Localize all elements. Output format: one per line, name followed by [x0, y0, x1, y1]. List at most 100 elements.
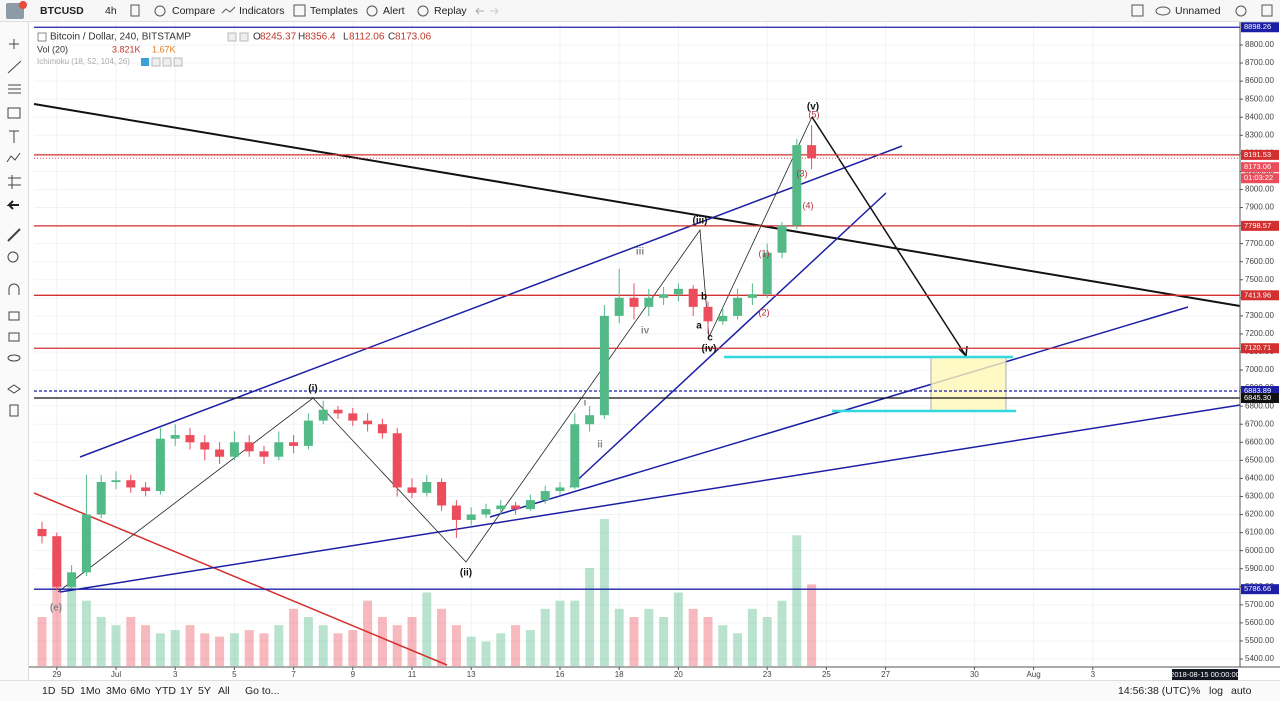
scale-option[interactable]: log — [1209, 685, 1223, 697]
volume-bar — [215, 636, 225, 666]
volume-bar — [333, 633, 343, 666]
range-button[interactable]: 3Mo — [106, 685, 127, 697]
toolbar-item[interactable]: Indicators — [239, 5, 285, 17]
legend-button[interactable] — [173, 57, 183, 67]
price-label: 6845.30 — [1244, 393, 1271, 402]
toolbar-item[interactable]: Compare — [172, 5, 215, 17]
volume-bar — [259, 633, 269, 666]
range-button[interactable]: 1D — [42, 685, 56, 697]
volume-bar — [274, 625, 284, 666]
goto[interactable]: Go to... — [245, 685, 279, 697]
candle-body — [555, 487, 565, 492]
compare-icon[interactable] — [154, 5, 166, 17]
logo[interactable] — [6, 3, 24, 19]
replay-icon[interactable] — [417, 5, 429, 17]
candle-body — [377, 424, 387, 434]
x-tick-label: Aug — [1026, 670, 1040, 679]
range-button[interactable]: 6Mo — [130, 685, 151, 697]
y-tick-label: 7000.00 — [1245, 365, 1274, 374]
magnet-tool[interactable] — [8, 283, 20, 295]
candle-body — [733, 297, 743, 316]
volume-bar — [629, 617, 639, 666]
candle-body — [747, 294, 757, 298]
wave-label: (5) — [809, 109, 820, 119]
trendline-tool[interactable] — [7, 60, 22, 74]
volume-bar — [200, 633, 210, 666]
range-button[interactable]: All — [218, 685, 230, 697]
lock-all-tool[interactable] — [8, 332, 20, 342]
crosshair-tool[interactable] — [9, 39, 19, 49]
x-tick-label: 18 — [615, 670, 624, 679]
range-button[interactable]: 5D — [61, 685, 75, 697]
toolbar-item[interactable]: Replay — [434, 5, 467, 17]
ohlc-value: 8112.06 — [349, 32, 385, 43]
text-tool[interactable] — [9, 130, 19, 143]
toolbar-item[interactable]: Templates — [310, 5, 358, 17]
indicators-icon[interactable] — [221, 6, 236, 14]
trend-line — [33, 103, 1241, 307]
layers-tool[interactable] — [7, 384, 21, 394]
volume-bar — [688, 608, 698, 666]
wave-label: iv — [641, 326, 650, 337]
legend-button[interactable] — [141, 58, 149, 66]
legend-button[interactable] — [239, 32, 249, 42]
volume-bar — [673, 592, 683, 666]
volume-bar — [644, 608, 654, 666]
range-button[interactable]: YTD — [155, 685, 176, 697]
pattern-tool[interactable] — [6, 152, 21, 163]
settings-icon[interactable] — [1235, 5, 1247, 17]
toolbar-item[interactable]: Alert — [383, 5, 405, 17]
legend-button[interactable] — [227, 32, 237, 42]
prediction-tool[interactable] — [8, 175, 21, 189]
scale-option[interactable]: % — [1191, 685, 1200, 697]
layout-icon[interactable] — [1131, 4, 1144, 17]
fullscreen-icon[interactable] — [1261, 4, 1273, 17]
ohlc-value: 8245.37 — [260, 32, 297, 43]
collapse-icon[interactable] — [37, 32, 47, 42]
y-tick-label: 7300.00 — [1245, 311, 1274, 320]
measure-tool[interactable] — [7, 228, 21, 242]
volume-bar — [126, 617, 136, 666]
trash-tool[interactable] — [9, 404, 19, 417]
chart-style-icon[interactable] — [130, 4, 140, 17]
layout-name[interactable]: Unnamed — [1175, 5, 1221, 17]
ohlc-value: 8356.4 — [305, 32, 336, 43]
date-label: 2018-08-15 00:00:00 — [1170, 670, 1240, 679]
symbol[interactable]: BTCUSD — [40, 5, 84, 17]
lock-tool[interactable] — [8, 311, 20, 321]
candle-body — [792, 145, 802, 226]
scale-option[interactable]: auto — [1231, 685, 1252, 697]
legend-button[interactable] — [151, 57, 161, 67]
legend-button[interactable] — [162, 57, 172, 67]
alert-icon[interactable] — [366, 5, 378, 17]
x-tick-label: 3 — [173, 670, 178, 679]
cloud-icon[interactable] — [1155, 6, 1171, 16]
candle-body — [451, 505, 461, 520]
channel-line — [569, 192, 887, 488]
shape-tool[interactable] — [7, 107, 21, 119]
range-button[interactable]: 5Y — [198, 685, 211, 697]
y-tick-label: 5500.00 — [1245, 636, 1274, 645]
zoom-tool[interactable] — [7, 251, 19, 263]
undo-icon[interactable] — [475, 7, 484, 15]
x-tick-label: 30 — [970, 670, 979, 679]
volume-bar — [540, 608, 550, 666]
templates-icon[interactable] — [293, 4, 306, 17]
y-tick-label: 8600.00 — [1245, 76, 1274, 85]
range-button[interactable]: 1Y — [180, 685, 193, 697]
y-tick-label: 7200.00 — [1245, 329, 1274, 338]
y-tick-label: 7900.00 — [1245, 203, 1274, 212]
symbol-title: Bitcoin / Dollar, 240, BITSTAMP — [50, 32, 191, 43]
volume-bar — [67, 584, 77, 666]
range-button[interactable]: 1Mo — [80, 685, 101, 697]
interval[interactable]: 4h — [105, 5, 117, 17]
back-tool[interactable] — [6, 200, 19, 210]
wave-label: iii — [636, 247, 645, 258]
y-tick-label: 6300.00 — [1245, 492, 1274, 501]
bottom-bar: Go to... 14:56:38 (UTC) % log auto 1D 5D 1… — [0, 680, 1280, 701]
visibility-tool[interactable] — [7, 354, 21, 362]
fib-tool[interactable] — [8, 84, 21, 94]
redo-icon[interactable] — [490, 7, 499, 15]
